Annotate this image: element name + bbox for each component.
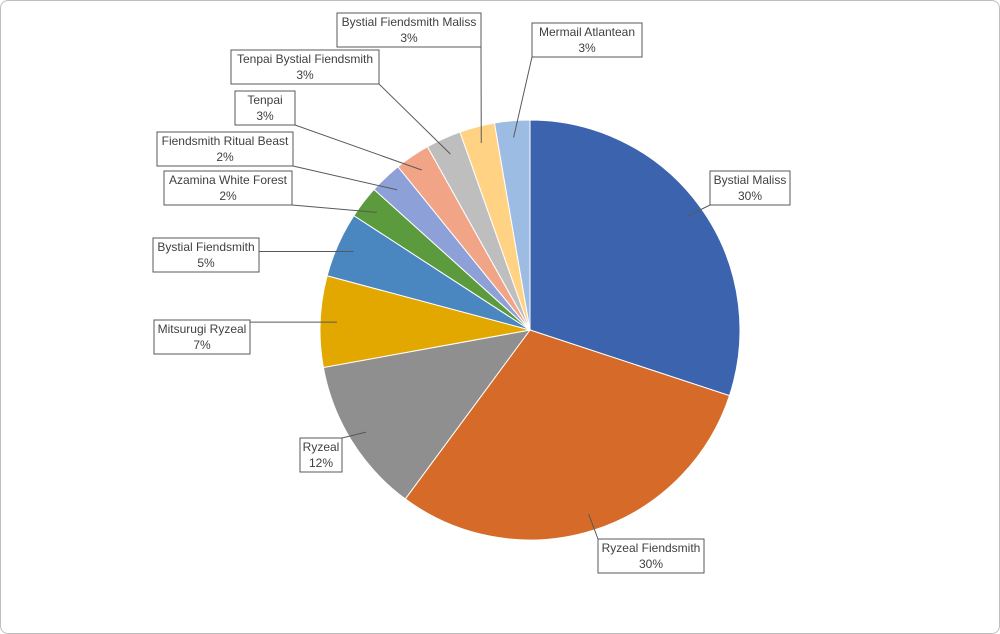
slice-label-bystial-fiendsmith: Bystial Fiendsmith <box>157 240 254 254</box>
data-label-callouts: Bystial Maliss 30% Ryzeal Fiendsmith 30% Ryz… <box>152 12 791 574</box>
label-box-ryzeal-fiendsmith <box>597 538 705 574</box>
slice-value-mermail-atlantean: 3% <box>578 41 596 55</box>
label-box-bystial-fiendsmith <box>152 237 260 273</box>
label-box-fiendsmith-ritual-beast <box>156 131 294 167</box>
label-box-tenpai-bystial-fiendsmith <box>230 49 380 85</box>
leader-line-fiendsmith-ritual-beast <box>292 165 398 191</box>
label-box-azamina-white-forest <box>163 170 293 206</box>
slice-mermail-atlantean <box>493 119 531 331</box>
leader-line-ryzeal-fiendsmith <box>588 513 599 540</box>
slice-label-mermail-atlantean: Mermail Atlantean <box>539 25 635 39</box>
label-box-bystial-maliss <box>709 170 791 206</box>
slice-value-ryzeal: 12% <box>309 456 333 470</box>
slice-value-ryzeal-fiendsmith: 30% <box>639 557 663 571</box>
slice-label-mitsurugi-ryzeal: Mitsurugi Ryzeal <box>158 322 247 336</box>
label-box-ryzeal <box>299 437 343 473</box>
slice-ryzeal <box>322 329 532 500</box>
pie-slices <box>319 119 741 541</box>
leader-line-tenpai <box>294 124 422 171</box>
slice-value-bystial-fiendsmith: 5% <box>197 256 215 270</box>
label-box-tenpai <box>234 90 296 126</box>
slice-value-tenpai: 3% <box>256 109 274 123</box>
label-box-mitsurugi-ryzeal <box>153 319 251 355</box>
slice-label-ryzeal-fiendsmith: Ryzeal Fiendsmith <box>602 541 701 555</box>
slice-label-bystial-maliss: Bystial Maliss <box>714 173 787 187</box>
slice-label-bystial-fiendsmith-maliss: Bystial Fiendsmith Maliss <box>342 15 477 29</box>
label-box-mermail-atlantean <box>531 22 643 58</box>
leader-line-azamina-white-forest <box>291 204 377 213</box>
slice-label-tenpai-bystial-fiendsmith: Tenpai Bystial Fiendsmith <box>237 52 373 66</box>
slice-value-bystial-maliss: 30% <box>738 189 762 203</box>
slice-value-mitsurugi-ryzeal: 7% <box>193 338 211 352</box>
slice-label-tenpai: Tenpai <box>247 93 282 107</box>
slice-value-bystial-fiendsmith-maliss: 3% <box>400 31 418 45</box>
slice-ryzeal-fiendsmith <box>404 329 731 541</box>
slice-value-tenpai-bystial-fiendsmith: 3% <box>296 68 314 82</box>
slice-label-fiendsmith-ritual-beast: Fiendsmith Ritual Beast <box>162 134 289 148</box>
leader-line-ryzeal <box>341 431 367 439</box>
leader-line-mermail-atlantean <box>513 56 533 138</box>
slice-label-ryzeal: Ryzeal <box>303 440 340 454</box>
slice-value-fiendsmith-ritual-beast: 2% <box>216 150 234 164</box>
slice-bystial-maliss <box>529 119 741 397</box>
leader-line-tenpai-bystial-fiendsmith <box>378 83 451 155</box>
label-box-bystial-fiendsmith-maliss <box>336 12 482 48</box>
slice-label-azamina-white-forest: Azamina White Forest <box>169 173 288 187</box>
slice-value-azamina-white-forest: 2% <box>219 189 237 203</box>
leader-line-bystial-maliss <box>686 204 711 218</box>
